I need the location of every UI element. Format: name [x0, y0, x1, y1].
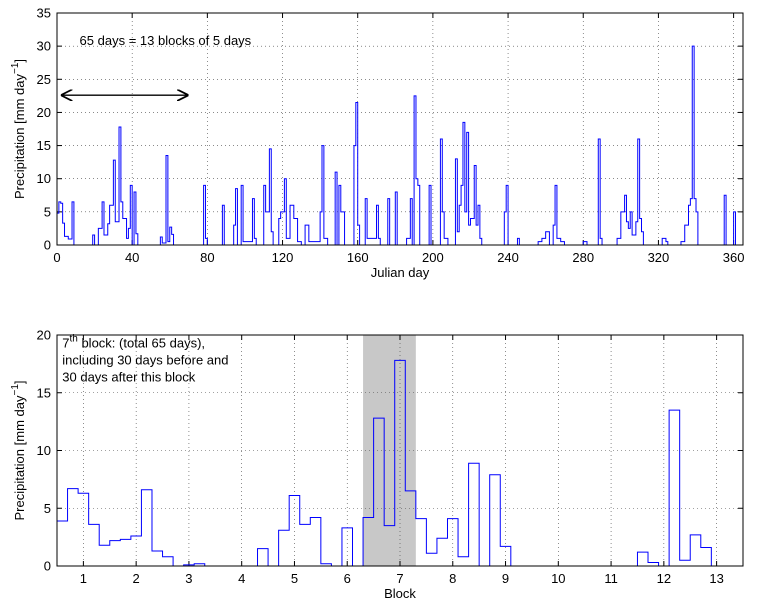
x-tick-label: 8 [449, 571, 456, 586]
y-tick-label: 0 [44, 559, 51, 574]
x-tick-label: 5 [291, 571, 298, 586]
x-tick-label: 3 [185, 571, 192, 586]
y-tick-label: 20 [37, 105, 51, 120]
y-tick-label: 0 [44, 238, 51, 253]
x-tick-label: 7 [396, 571, 403, 586]
annotation: 65 days = 13 blocks of 5 days [80, 33, 252, 48]
x-tick-label: 11 [604, 571, 618, 586]
y-tick-label: 15 [37, 385, 51, 400]
x-tick-label: 1 [80, 571, 87, 586]
y-label-sup: −1 [10, 384, 21, 396]
x-tick-label: 200 [422, 250, 444, 265]
y-tick-label: 10 [37, 443, 51, 458]
x-tick-label: 13 [709, 571, 723, 586]
annotation-sup: th [70, 334, 78, 345]
y-tick-label: 10 [37, 171, 51, 186]
y-label-text: Precipitation [mm day [12, 74, 27, 199]
y-tick-label: 20 [37, 328, 51, 343]
y-tick-label: 15 [37, 138, 51, 153]
annotation-base: 7 [62, 336, 69, 351]
x-tick-label: 160 [347, 250, 369, 265]
x-axis-label: Block [384, 586, 416, 601]
y-tick-label: 5 [44, 501, 51, 516]
y-label-sup: −1 [10, 62, 21, 74]
x-tick-label: 12 [657, 571, 671, 586]
x-tick-label: 280 [572, 250, 594, 265]
x-tick-label: 240 [497, 250, 519, 265]
x-tick-label: 10 [551, 571, 565, 586]
x-tick-label: 40 [125, 250, 139, 265]
x-tick-label: 4 [238, 571, 245, 586]
y-tick-label: 30 [37, 39, 51, 54]
x-tick-label: 360 [723, 250, 745, 265]
y-label-text: Precipitation [mm day [12, 395, 27, 520]
x-tick-label: 80 [200, 250, 214, 265]
annotation: including 30 days before and [62, 353, 228, 368]
annotation-text: block: (total 65 days), [78, 336, 205, 351]
annotation-text: including 30 days before and [62, 353, 228, 368]
x-tick-label: 2 [133, 571, 140, 586]
y-tick-label: 25 [37, 72, 51, 87]
step-line [57, 45, 743, 246]
subplot: 0 5 10 15 20 25 30 35 0 40 80 120 160 200 240 280 320 360… [10, 6, 744, 281]
x-tick-label: 120 [272, 250, 294, 265]
axes-box [56, 334, 744, 567]
annotation: 7th block: (total 65 days), [62, 334, 205, 351]
y-tick-label: 5 [44, 204, 51, 219]
x-tick-label: 320 [648, 250, 670, 265]
axes-box [56, 12, 744, 246]
y-label-end: ] [12, 380, 27, 384]
x-axis-label: Julian day [371, 265, 430, 280]
annotation: 30 days after this block [62, 370, 195, 385]
y-tick-label: 35 [37, 6, 51, 21]
x-tick-label: 6 [344, 571, 351, 586]
x-tick-label: 9 [502, 571, 509, 586]
y-axis-label: Precipitation [mm day−1] [10, 59, 27, 199]
y-label-end: ] [12, 59, 27, 63]
annotation-text: 30 days after this block [62, 370, 195, 385]
x-tick-label: 0 [53, 250, 60, 265]
y-axis-label: Precipitation [mm day−1] [10, 380, 27, 520]
